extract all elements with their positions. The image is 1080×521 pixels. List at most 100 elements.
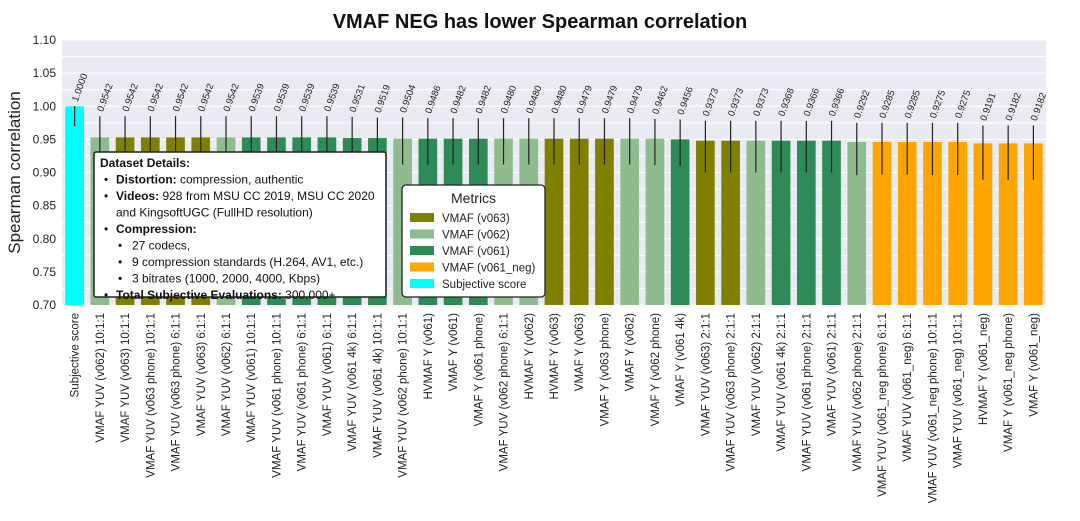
y-tick-label: 1.00: [33, 99, 57, 113]
y-tick-label: 0.95: [33, 132, 57, 146]
dataset-details-line: 27 codecs,: [132, 239, 190, 253]
x-tick-label: VMAF YUV (v063 phone) 10:1:1: [145, 313, 157, 478]
y-tick-label: 1.05: [33, 66, 57, 80]
y-tick-label: 0.85: [33, 199, 57, 213]
dataset-details-line: 3 bitrates (1000, 2000, 4000, Kbps): [132, 272, 320, 286]
x-tick-label: HVMAF Y (v061): [423, 313, 435, 400]
y-tick-label: 0.80: [33, 232, 57, 246]
dataset-details-value: 3 bitrates (1000, 2000, 4000, Kbps): [132, 272, 320, 286]
bar: [569, 138, 589, 305]
bar: [696, 140, 715, 305]
dataset-details-key: Total Subjective Evaluations:: [116, 288, 282, 302]
dataset-details-key: Videos:: [116, 189, 159, 203]
x-tick-label: VMAF YUV (v061 phone) 6:1:1: [297, 313, 309, 471]
sub-bullet-icon: •: [118, 239, 122, 253]
legend-entry-label: VMAF (v063): [442, 213, 510, 225]
y-axis-ticks: 0.70 0.75 0.80 0.85 0.90 0.95 1.00 1.05 1.10: [33, 33, 57, 312]
dataset-details-line: Distortion: compression, authentic: [116, 173, 303, 187]
x-tick-label: VMAF YUV (v061) 2:1:1: [827, 313, 839, 436]
bar: [923, 142, 942, 305]
bullet-icon: •: [104, 222, 108, 236]
dataset-details-value: and KingsoftUGC (FullHD resolution): [116, 206, 313, 220]
legend-swatch: [410, 229, 434, 239]
bar: [670, 139, 690, 305]
x-tick-label: VMAF Y (v061_neg phone): [1003, 313, 1015, 452]
legend-entry-label: VMAF (v061_neg): [442, 263, 535, 275]
x-tick-label: HVMAF Y (v062): [524, 313, 536, 400]
y-tick-label: 0.90: [33, 166, 57, 180]
bar: [1024, 143, 1043, 305]
x-tick-label: VMAF YUV (v062 phone) 6:1:1: [499, 313, 511, 471]
x-tick-label: VMAF Y (v061_neg): [1028, 313, 1040, 417]
legend-entry-label: VMAF (v062): [442, 230, 510, 242]
y-axis-label: Spearman correlation: [5, 91, 24, 254]
x-tick-label: VMAF YUV (v061 phone) 2:1:1: [801, 313, 813, 471]
legend-swatch: [410, 213, 434, 222]
x-tick-label: VMAF YUV (v061_neg phone) 10:1:1: [927, 313, 939, 503]
x-tick-label: VMAF Y (v063 phone): [599, 313, 611, 427]
x-tick-label: VMAF YUV (v062) 10:1:1: [95, 313, 107, 443]
sub-bullet-icon: •: [118, 255, 122, 269]
x-tick-label: VMAF YUV (v061 4k) 6:1:1: [347, 313, 359, 451]
chart-title: VMAF NEG has lower Spearman correlation: [333, 11, 748, 33]
x-tick-label: VMAF YUV (v063 phone) 2:1:1: [726, 313, 738, 471]
x-tick-label: VMAF YUV (v063) 6:1:1: [196, 313, 208, 436]
bar: [645, 138, 665, 305]
dataset-details-key: Compression:: [116, 222, 197, 236]
legend-title: Metrics: [451, 190, 496, 206]
x-tick-label: VMAF YUV (v061 4k) 10:1:1: [372, 313, 384, 458]
x-tick-label: HVMAF Y (v063): [549, 313, 561, 400]
dataset-details-value: 9 compression standards (H.264, AV1, etc…: [132, 255, 363, 269]
dataset-details-line: 9 compression standards (H.264, AV1, etc…: [132, 255, 363, 269]
x-tick-label: VMAF YUV (v063) 2:1:1: [700, 313, 712, 436]
dataset-details-key: Distortion:: [116, 173, 177, 187]
dataset-details-value: compression, authentic: [177, 173, 304, 187]
legend-frame: [401, 184, 546, 298]
bar: [872, 142, 892, 305]
dataset-details-title: Dataset Details:: [100, 156, 190, 170]
dataset-details-line: Total Subjective Evaluations: 300,000+: [116, 288, 336, 302]
legend-entry-label: Subjective score: [442, 279, 526, 291]
legend-entry-label: VMAF (v061): [442, 246, 510, 258]
x-tick-label: VMAF YUV (v062 phone) 2:1:1: [852, 313, 864, 471]
x-tick-label: VMAF Y (v061): [448, 313, 460, 391]
bar: [998, 143, 1018, 305]
legend-swatch: [410, 279, 434, 288]
bar: [847, 142, 867, 305]
dataset-details-value: 928 from MSU CC 2019, MSU CC 2020: [159, 189, 375, 203]
sub-bullet-icon: •: [118, 272, 122, 286]
x-axis-ticks: Subjective score VMAF YUV (v062) 10:1:1 VM…: [70, 313, 1041, 503]
x-tick-label: VMAF YUV (v061) 10:1:1: [246, 313, 258, 443]
x-tick-label: VMAF Y (v062): [625, 313, 637, 391]
x-tick-label: VMAF YUV (v063) 10:1:1: [120, 313, 132, 443]
legend-swatch: [410, 246, 434, 255]
bar: [973, 143, 993, 305]
x-tick-label: VMAF Y (v062 phone): [650, 313, 662, 427]
dataset-details-line: Videos: 928 from MSU CC 2019, MSU CC 202…: [116, 189, 375, 203]
x-tick-label: VMAF YUV (v063 phone) 6:1:1: [171, 313, 183, 471]
y-tick-label: 1.10: [33, 33, 57, 47]
dataset-details-line: Compression:: [116, 222, 197, 236]
dataset-details-value: 300,000+: [282, 288, 336, 302]
bar: [544, 138, 564, 305]
dataset-details-box: Dataset Details: • Distortion: compression…: [93, 151, 387, 302]
y-tick-label: 0.70: [33, 298, 57, 312]
x-tick-label: VMAF Y (v063): [574, 313, 586, 391]
bar: [796, 140, 816, 305]
x-tick-label: VMAF YUV (v061 4k) 2:1:1: [776, 313, 788, 451]
bar: [897, 142, 917, 305]
bar: [620, 138, 640, 305]
dataset-details-frame: [93, 151, 387, 298]
bar: [595, 138, 614, 305]
bar: [65, 106, 84, 305]
bar: [822, 140, 841, 305]
x-tick-label: VMAF YUV (v061_neg) 10:1:1: [953, 313, 965, 468]
legend-swatch: [410, 262, 434, 272]
x-tick-label: VMAF YUV (v061 phone) 10:1:1: [271, 313, 283, 478]
bar: [746, 140, 766, 305]
bullet-icon: •: [104, 173, 108, 187]
bar: [771, 140, 791, 305]
legend: Metrics VMAF (v063) VMAF (v062) VMAF (v061)…: [401, 184, 546, 298]
dataset-details-line: and KingsoftUGC (FullHD resolution): [116, 206, 313, 220]
x-tick-label: VMAF Y (v061 phone): [473, 313, 485, 427]
